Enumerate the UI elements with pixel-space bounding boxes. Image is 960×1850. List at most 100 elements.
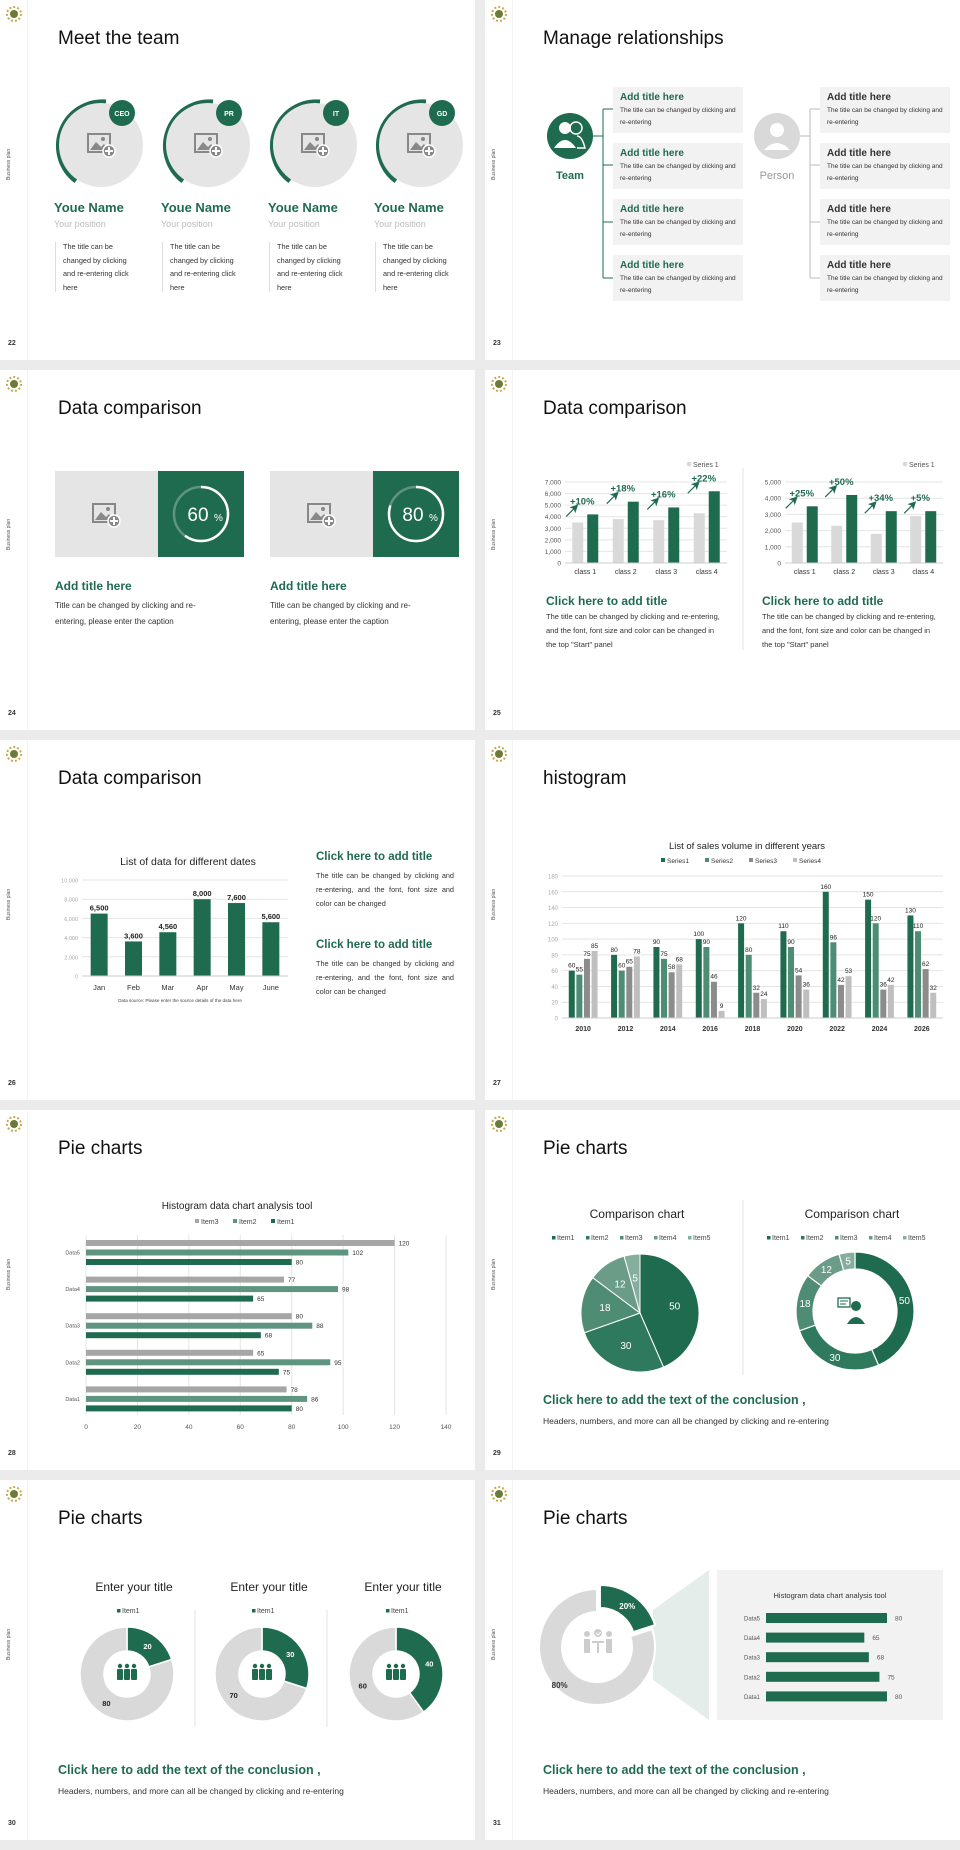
info-card[interactable]: Add title here The title can be changed b… — [613, 87, 743, 133]
info-card[interactable]: Add title here The title can be changed b… — [820, 199, 950, 245]
slide-30[interactable]: Business plan 30 Pie charts 20 80 Enter yo… — [0, 1480, 475, 1840]
image-placeholder-icon[interactable] — [301, 133, 330, 158]
info-card[interactable]: Add title here The title can be changed b… — [820, 255, 950, 301]
x-tick-label: 60 — [237, 1424, 245, 1431]
bar — [86, 1259, 292, 1265]
slide-29[interactable]: Business plan 29 Pie charts 50 30 18 12 5 Com… — [485, 1110, 960, 1470]
bar — [86, 1295, 254, 1302]
page-number: 27 — [493, 1080, 501, 1087]
chart-title: Enter your title — [230, 1580, 308, 1594]
role-badge — [216, 100, 242, 126]
bar — [703, 947, 710, 1018]
page-number: 25 — [493, 710, 501, 717]
member-position: Your position — [161, 219, 213, 229]
person-icon — [754, 113, 800, 159]
block-title[interactable]: Click here to add title — [316, 939, 433, 951]
legend-label: Item2 — [591, 1235, 609, 1242]
logo-icon — [491, 1486, 507, 1502]
slide-25[interactable]: Business plan 25 Data comparison 0 1,000 2… — [485, 370, 960, 730]
pie-slice — [583, 1312, 665, 1373]
info-card[interactable]: Add title here The title can be changed b… — [613, 255, 743, 301]
data-label: 77 — [288, 1277, 296, 1284]
image-placeholder-icon[interactable] — [194, 133, 223, 158]
team-photos: CEO PR IT GD — [56, 99, 463, 187]
bar — [668, 507, 680, 563]
slide-title: Data comparison — [58, 398, 202, 419]
data-label: 130 — [905, 907, 916, 914]
accent-arc — [56, 99, 107, 183]
y-tick-label: 180 — [548, 875, 559, 881]
y-tick-label: 6,000 — [64, 917, 78, 923]
legend-label: Series4 — [799, 858, 821, 865]
y-tick-label: 1,000 — [765, 544, 782, 551]
page-number: 30 — [8, 1820, 16, 1827]
pie-slice — [838, 1251, 856, 1272]
info-card[interactable]: Add title here The title can be changed b… — [613, 199, 743, 245]
slice-label: 5 — [632, 1273, 638, 1284]
data-label: 7,600 — [227, 893, 246, 902]
growth-arrow-icon — [864, 501, 877, 514]
data-label: 55 — [576, 967, 584, 974]
y-tick-label: Data3 — [744, 1656, 761, 1662]
bar — [831, 525, 843, 563]
progress-ring — [172, 485, 230, 543]
bar — [695, 939, 702, 1018]
block-title[interactable]: Click here to add title — [762, 594, 884, 608]
progress-unit: % — [429, 513, 438, 524]
card-desc: The title can be changed by clicking and… — [827, 219, 943, 238]
block-title[interactable]: Click here to add title — [316, 851, 433, 863]
y-tick-label: Data1 — [744, 1695, 761, 1701]
slide-27[interactable]: Business plan 27 histogram List of sales… — [485, 740, 960, 1100]
slide-28[interactable]: Business plan 28 Pie charts Histogram da… — [0, 1110, 475, 1470]
member-position: Your position — [374, 219, 426, 229]
slide-24[interactable]: Business plan 24 Data comparison 60% 80% A… — [0, 370, 475, 730]
info-card[interactable]: Add title here The title can be changed b… — [820, 143, 950, 189]
bar — [753, 992, 760, 1018]
legend-swatch — [687, 462, 691, 466]
block-title[interactable]: Click here to add title — [546, 594, 668, 608]
image-placeholder-icon[interactable] — [92, 503, 121, 528]
bar — [159, 932, 177, 976]
conclusion-title[interactable]: Click here to add the text of the conclu… — [58, 1763, 321, 1777]
slide-22[interactable]: Business plan 22 Meet the team CEO PR IT GD… — [0, 0, 475, 360]
info-card[interactable]: Add title here The title can be changed b… — [613, 143, 743, 189]
member-name: Youe Name — [161, 200, 231, 215]
bar — [760, 999, 767, 1018]
legend-label: Series3 — [755, 858, 777, 865]
conclusion-title[interactable]: Click here to add the text of the conclu… — [543, 1763, 806, 1777]
image-placeholder[interactable] — [270, 471, 373, 557]
image-placeholder-icon[interactable] — [407, 133, 436, 158]
legend-swatch — [903, 1236, 907, 1240]
team-label: Team — [556, 170, 584, 182]
x-tick-label: 2016 — [702, 1026, 718, 1033]
card-title: Add title here — [827, 148, 891, 159]
panel-title[interactable]: Add title here — [55, 579, 132, 593]
growth-label: +16% — [651, 489, 676, 500]
conclusion-title[interactable]: Click here to add the text of the conclu… — [543, 1393, 806, 1407]
bar — [766, 1691, 887, 1702]
y-tick-label: 20 — [551, 1001, 558, 1007]
card-title: Add title here — [620, 148, 684, 159]
y-tick-label: 40 — [551, 985, 558, 991]
legend-swatch — [233, 1219, 237, 1223]
member-desc: The title can be changed by clicking and… — [277, 242, 343, 293]
image-placeholder-icon[interactable] — [87, 133, 116, 158]
image-placeholder-icon[interactable] — [307, 503, 336, 528]
data-label: 68 — [676, 956, 684, 963]
bar — [780, 931, 787, 1018]
data-label: 80 — [895, 1616, 903, 1623]
donut-with-bars: 20% 80% Histogram data chart analysis tool… — [538, 1570, 943, 1720]
data-label: 80 — [296, 1260, 304, 1267]
page-number: 28 — [8, 1450, 16, 1457]
slide-31[interactable]: Business plan 31 Pie charts 20% 80% Histog… — [485, 1480, 960, 1840]
slide-23[interactable]: Business plan 23 Manage relationships Te… — [485, 0, 960, 360]
legend-label: Item1 — [277, 1219, 295, 1226]
logo-icon — [491, 1116, 507, 1132]
bar — [86, 1240, 395, 1246]
data-label: 65 — [872, 1635, 880, 1642]
data-label: 150 — [863, 892, 874, 899]
image-placeholder[interactable] — [55, 471, 158, 557]
slide-26[interactable]: Business plan 26 Data comparison List of… — [0, 740, 475, 1100]
panel-title[interactable]: Add title here — [270, 579, 347, 593]
info-card[interactable]: Add title here The title can be changed b… — [820, 87, 950, 133]
